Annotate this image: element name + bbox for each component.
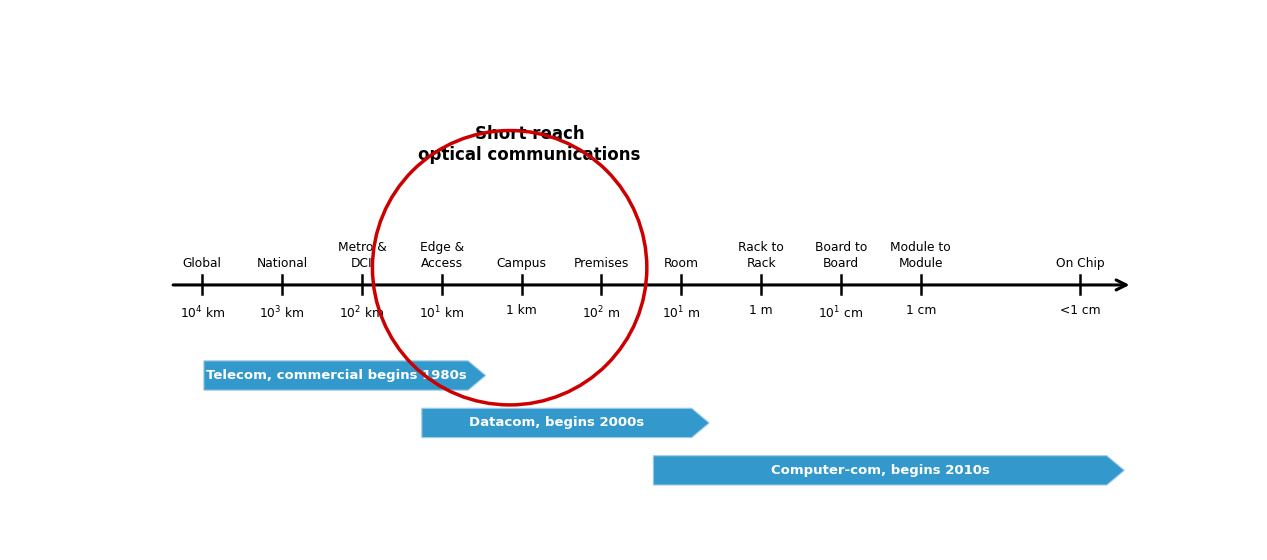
Text: Campus: Campus xyxy=(497,257,546,270)
Text: $10^4$ km: $10^4$ km xyxy=(180,305,226,321)
Text: On Chip: On Chip xyxy=(1057,257,1105,270)
Text: Metro &
DCI: Metro & DCI xyxy=(337,241,386,270)
Text: Telecom, commercial begins 1980s: Telecom, commercial begins 1980s xyxy=(205,369,466,382)
Text: National: National xyxy=(256,257,308,270)
Text: Rack to
Rack: Rack to Rack xyxy=(739,241,784,270)
Text: Premises: Premises xyxy=(574,257,630,270)
Text: $10^2$ km: $10^2$ km xyxy=(340,305,385,321)
Text: $10^2$ m: $10^2$ m xyxy=(583,305,621,321)
Text: $10^1$ km: $10^1$ km xyxy=(419,305,465,321)
Polygon shape xyxy=(204,361,485,390)
Text: $10^1$ cm: $10^1$ cm xyxy=(818,305,864,321)
Text: Datacom, begins 2000s: Datacom, begins 2000s xyxy=(469,417,645,430)
Text: Short reach
optical communications: Short reach optical communications xyxy=(418,125,641,164)
Text: <1 cm: <1 cm xyxy=(1060,305,1101,318)
Text: Global: Global xyxy=(182,257,222,270)
Text: Edge &
Access: Edge & Access xyxy=(419,241,464,270)
Polygon shape xyxy=(422,408,710,437)
Text: 1 km: 1 km xyxy=(507,305,537,318)
Text: Room: Room xyxy=(664,257,699,270)
Text: Module to
Module: Module to Module xyxy=(891,241,952,270)
Text: $10^3$ km: $10^3$ km xyxy=(260,305,305,321)
Text: Computer-com, begins 2010s: Computer-com, begins 2010s xyxy=(770,464,990,477)
Text: Board to
Board: Board to Board xyxy=(815,241,867,270)
Text: 1 cm: 1 cm xyxy=(906,305,936,318)
Polygon shape xyxy=(654,456,1124,485)
Text: $10^1$ m: $10^1$ m xyxy=(663,305,701,321)
Text: 1 m: 1 m xyxy=(749,305,773,318)
